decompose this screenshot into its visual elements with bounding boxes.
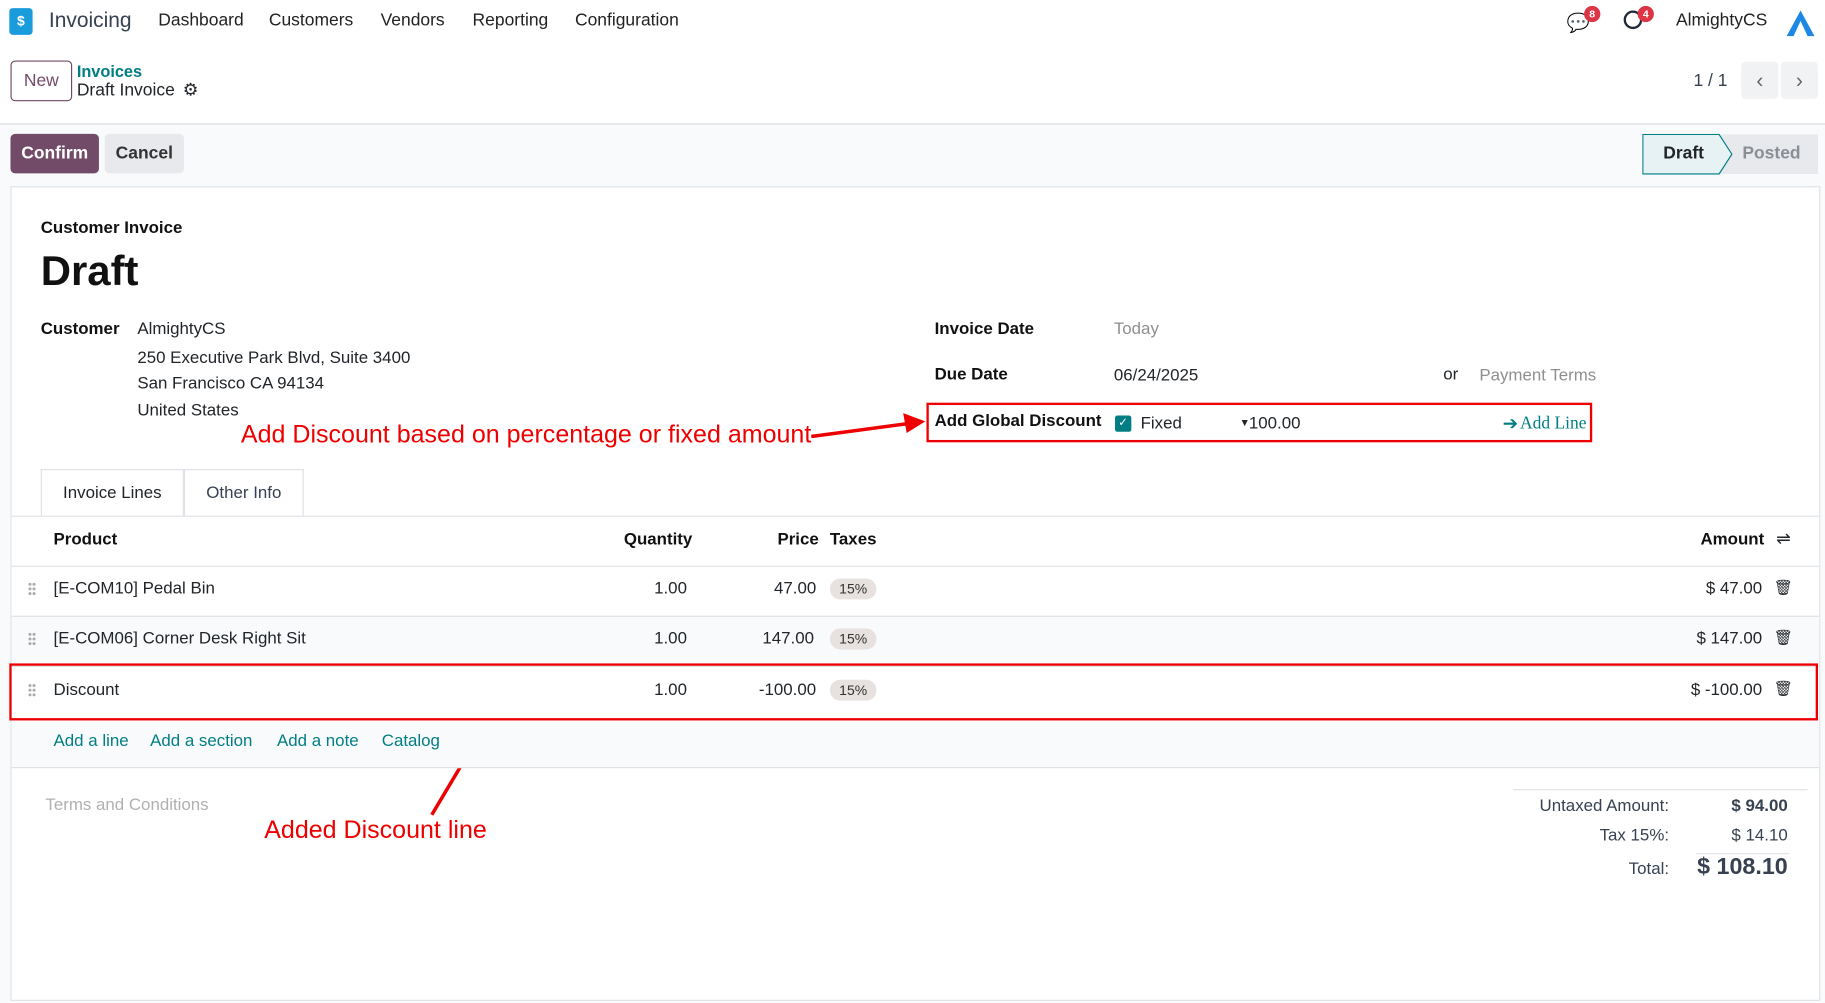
- row-quantity[interactable]: 1.00: [654, 579, 687, 599]
- global-discount-label: Add Global Discount: [934, 412, 1102, 431]
- global-discount-highlight: [926, 402, 1593, 443]
- invoice-date-input[interactable]: Today: [1113, 320, 1159, 339]
- app-name[interactable]: Invoicing: [48, 8, 132, 32]
- tab-invoice-lines[interactable]: Invoice Lines: [40, 469, 184, 518]
- col-amount[interactable]: Amount: [1700, 530, 1765, 550]
- company-logo-icon[interactable]: [1785, 9, 1815, 37]
- tab-label: Invoice Lines: [63, 484, 162, 503]
- activities-badge: 4: [1637, 5, 1654, 23]
- customer-address-3: United States: [137, 401, 239, 421]
- customer-address-2: San Francisco CA 94134: [137, 374, 325, 394]
- tax-label: Tax 15%:: [1599, 826, 1670, 845]
- invoice-date-label: Invoice Date: [934, 320, 1035, 339]
- add-a-line-link[interactable]: Add a line: [53, 732, 129, 751]
- discount-dropdown-icon[interactable]: ▼: [1239, 416, 1250, 429]
- row-amount: $ -100.00: [1690, 680, 1763, 700]
- catalog-link[interactable]: Catalog: [381, 732, 440, 751]
- drag-handle-icon[interactable]: [27, 581, 37, 596]
- tab-label: Other Info: [206, 484, 282, 503]
- row-product[interactable]: [E-COM10] Pedal Bin: [53, 579, 215, 599]
- pager-next-button[interactable]: ›: [1780, 61, 1819, 99]
- confirm-button[interactable]: Confirm: [10, 133, 99, 174]
- row-amount: $ 47.00: [1705, 579, 1763, 599]
- status-draft[interactable]: Draft: [1663, 143, 1704, 163]
- due-date-input[interactable]: 06/24/2025: [1113, 366, 1199, 386]
- trash-icon[interactable]: 🗑: [1773, 578, 1794, 596]
- user-menu[interactable]: AlmightyCS: [1676, 10, 1768, 31]
- tax-badge[interactable]: 15%: [829, 679, 877, 701]
- totals-divider: [1513, 789, 1808, 791]
- breadcrumb-invoices[interactable]: Invoices: [76, 61, 143, 81]
- messages-badge: 8: [1584, 5, 1601, 23]
- new-button[interactable]: New: [10, 60, 73, 102]
- invoice-title: Draft: [40, 246, 139, 295]
- due-date-label: Due Date: [934, 365, 1008, 385]
- row-product[interactable]: [E-COM06] Corner Desk Right Sit: [53, 629, 306, 649]
- col-price[interactable]: Price: [777, 530, 819, 550]
- add-line-button[interactable]: Add Line: [1520, 414, 1587, 433]
- total-divider: [1695, 853, 1789, 855]
- fixed-checkbox[interactable]: ✓: [1115, 415, 1132, 432]
- table-row[interactable]: [11, 665, 1820, 720]
- gear-icon[interactable]: ⚙: [182, 80, 199, 101]
- untaxed-value: $ 94.00: [1731, 797, 1788, 816]
- nav-reporting[interactable]: Reporting: [472, 10, 549, 31]
- trash-icon[interactable]: 🗑: [1773, 628, 1794, 646]
- nav-vendors[interactable]: Vendors: [380, 10, 445, 31]
- customer-name[interactable]: AlmightyCS: [137, 320, 226, 339]
- tax-badge[interactable]: 15%: [829, 628, 877, 650]
- col-quantity[interactable]: Quantity: [623, 530, 693, 550]
- row-amount: $ 147.00: [1696, 629, 1763, 649]
- payment-terms-input[interactable]: Payment Terms: [1479, 366, 1597, 386]
- statusbar: [1642, 133, 1819, 175]
- invoicing-logo-icon[interactable]: $: [9, 8, 33, 35]
- annotation-line: Added Discount line: [264, 815, 487, 844]
- status-posted[interactable]: Posted: [1742, 143, 1801, 163]
- column-settings-icon[interactable]: ⇌: [1776, 529, 1791, 550]
- terms-input[interactable]: Terms and Conditions: [45, 796, 209, 815]
- untaxed-label: Untaxed Amount:: [1539, 797, 1670, 816]
- customer-label: Customer: [40, 320, 120, 339]
- tab-other-info[interactable]: Other Info: [183, 469, 304, 517]
- breadcrumb-current: Draft Invoice: [76, 80, 175, 101]
- drag-handle-icon[interactable]: [27, 631, 37, 646]
- total-label: Total:: [1628, 860, 1670, 879]
- messages-icon[interactable]: 💬: [1566, 13, 1590, 34]
- nav-customers[interactable]: Customers: [268, 10, 354, 31]
- col-product[interactable]: Product: [53, 530, 118, 550]
- annotation-discount: Add Discount based on percentage or fixe…: [240, 420, 812, 449]
- col-taxes[interactable]: Taxes: [829, 530, 877, 550]
- drag-handle-icon[interactable]: [27, 683, 37, 698]
- row-price[interactable]: -100.00: [758, 680, 817, 700]
- table-row[interactable]: [11, 615, 1820, 667]
- pager-prev-button[interactable]: ‹: [1741, 61, 1779, 99]
- nav-dashboard[interactable]: Dashboard: [158, 10, 244, 31]
- cancel-button[interactable]: Cancel: [104, 133, 184, 174]
- row-price[interactable]: 47.00: [773, 579, 817, 599]
- add-a-section-link[interactable]: Add a section: [150, 732, 253, 751]
- or-text: or: [1443, 365, 1459, 385]
- row-quantity[interactable]: 1.00: [654, 629, 687, 649]
- add-line-arrow-icon[interactable]: ➔: [1502, 414, 1519, 435]
- row-quantity[interactable]: 1.00: [654, 680, 687, 700]
- discount-line-highlight: [9, 663, 1819, 721]
- trash-icon[interactable]: 🗑: [1773, 679, 1794, 698]
- add-links-row: [11, 718, 1820, 769]
- add-a-note-link[interactable]: Add a note: [277, 732, 359, 751]
- pager-value[interactable]: 1 / 1: [1693, 70, 1728, 91]
- nav-configuration[interactable]: Configuration: [574, 10, 679, 31]
- tax-value: $ 14.10: [1731, 826, 1788, 845]
- invoice-type: Customer Invoice: [40, 218, 183, 238]
- top-navbar: $ Invoicing Dashboard Customers Vendors …: [0, 0, 1825, 45]
- tax-badge[interactable]: 15%: [829, 578, 877, 600]
- table-row[interactable]: [11, 565, 1820, 617]
- fixed-label: Fixed: [1140, 414, 1182, 433]
- control-panel: New Invoices Draft Invoice ⚙ 1 / 1 ‹ ›: [0, 44, 1825, 125]
- total-value: $ 108.10: [1697, 854, 1788, 880]
- table-header: [11, 515, 1820, 567]
- row-price[interactable]: 147.00: [762, 629, 814, 649]
- customer-address-1: 250 Executive Park Blvd, Suite 3400: [137, 349, 411, 368]
- row-product[interactable]: Discount: [53, 680, 120, 700]
- discount-value-input[interactable]: 100.00: [1248, 414, 1301, 433]
